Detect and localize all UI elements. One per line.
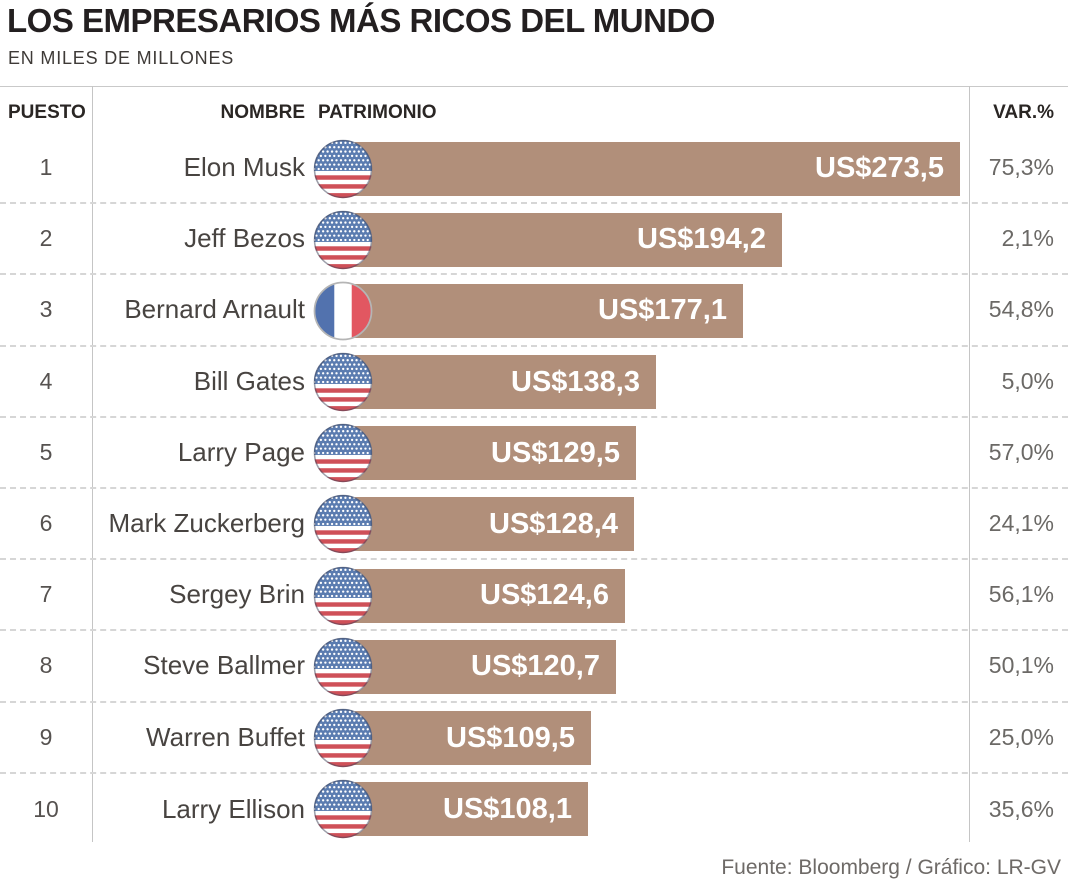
- name-cell: Elon Musk: [183, 152, 305, 183]
- patrimony-cell: US$108,1: [312, 774, 972, 845]
- patrimony-bar: US$129,5: [345, 426, 636, 481]
- rank-cell: 9: [39, 723, 53, 750]
- table-row: 2 Jeff Bezos US$194,2 2,1%: [0, 204, 1068, 276]
- patrimony-value-label: US$128,4: [489, 507, 618, 540]
- name-cell: Larry Ellison: [161, 793, 305, 824]
- france-flag-icon: [312, 280, 374, 342]
- patrimony-bar: US$124,6: [345, 568, 625, 623]
- patrimony-bar: US$177,1: [345, 283, 743, 338]
- variation-cell: 54,8%: [988, 296, 1054, 323]
- usa-flag-icon: [312, 138, 374, 200]
- variation-cell: 35,6%: [988, 795, 1054, 822]
- variation-cell: 24,1%: [988, 510, 1054, 537]
- patrimony-bar: US$120,7: [345, 639, 616, 694]
- patrimony-bar: US$109,5: [345, 711, 591, 765]
- page-subtitle: EN MILES DE MILLONES: [8, 48, 235, 68]
- name-cell: Larry Page: [177, 436, 305, 467]
- variation-cell: 56,1%: [988, 581, 1054, 608]
- rank-cell: 6: [39, 510, 53, 537]
- ranking-table: 1 Elon Musk US$273,5 75,3% 2 Jeff Bezos …: [0, 133, 1068, 845]
- name-cell: Bill Gates: [193, 365, 305, 396]
- column-header-patrimony: PATRIMONIO: [318, 102, 437, 123]
- var-column-divider: [969, 86, 970, 842]
- rank-cell: 10: [33, 795, 59, 822]
- table-row: 7 Sergey Brin US$124,6 56,1%: [0, 560, 1068, 632]
- patrimony-cell: US$128,4: [312, 489, 972, 558]
- table-row: 10 Larry Ellison US$108,1 35,6%: [0, 774, 1068, 845]
- usa-flag-icon: [312, 778, 374, 840]
- patrimony-bar: US$128,4: [345, 497, 634, 552]
- table-row: 9 Warren Buffet US$109,5 25,0%: [0, 703, 1068, 774]
- patrimony-cell: US$177,1: [312, 275, 972, 344]
- table-row: 6 Mark Zuckerberg US$128,4 24,1%: [0, 489, 1068, 561]
- patrimony-value-label: US$108,1: [443, 792, 572, 825]
- name-cell: Warren Buffet: [146, 721, 305, 752]
- rank-cell: 4: [39, 367, 53, 394]
- variation-cell: 75,3%: [988, 154, 1054, 181]
- variation-cell: 50,1%: [988, 652, 1054, 679]
- source-credit: Fuente: Bloomberg / Gráfico: LR-GV: [721, 856, 1061, 879]
- patrimony-value-label: US$177,1: [598, 294, 727, 327]
- column-header-rank: PUESTO: [8, 102, 86, 123]
- patrimony-value-label: US$109,5: [446, 721, 575, 754]
- name-cell: Mark Zuckerberg: [108, 508, 306, 539]
- patrimony-cell: US$120,7: [312, 631, 972, 700]
- page-title: LOS EMPRESARIOS MÁS RICOS DEL MUNDO: [7, 2, 715, 39]
- name-cell: Steve Ballmer: [143, 650, 305, 681]
- name-cell: Sergey Brin: [169, 579, 305, 610]
- variation-cell: 25,0%: [988, 723, 1054, 750]
- table-row: 4 Bill Gates US$138,3 5,0%: [0, 347, 1068, 418]
- header-top-rule: [0, 86, 1068, 87]
- variation-cell: 2,1%: [1001, 225, 1054, 252]
- table-row: 5 Larry Page US$129,5 57,0%: [0, 418, 1068, 489]
- usa-flag-icon: [312, 565, 374, 627]
- variation-cell: 57,0%: [988, 438, 1054, 465]
- patrimony-value-label: US$129,5: [491, 436, 620, 469]
- rank-cell: 2: [39, 225, 53, 252]
- table-row: 8 Steve Ballmer US$120,7 50,1%: [0, 631, 1068, 703]
- usa-flag-icon: [312, 209, 374, 271]
- patrimony-cell: US$273,5: [312, 133, 972, 202]
- patrimony-cell: US$109,5: [312, 703, 972, 772]
- patrimony-value-label: US$138,3: [511, 365, 640, 398]
- patrimony-bar: US$138,3: [345, 355, 656, 410]
- table-row: 1 Elon Musk US$273,5 75,3%: [0, 133, 1068, 205]
- patrimony-cell: US$138,3: [312, 347, 972, 416]
- column-header-name: NOMBRE: [220, 102, 305, 123]
- patrimony-bar: US$108,1: [345, 782, 588, 837]
- patrimony-value-label: US$120,7: [471, 650, 600, 683]
- usa-flag-icon: [312, 493, 374, 555]
- rank-cell: 8: [39, 652, 53, 679]
- rank-cell: 7: [39, 581, 53, 608]
- patrimony-value-label: US$194,2: [637, 223, 766, 256]
- usa-flag-icon: [312, 707, 374, 769]
- name-cell: Jeff Bezos: [184, 223, 305, 254]
- usa-flag-icon: [312, 351, 374, 413]
- name-cell: Bernard Arnault: [124, 294, 305, 325]
- rank-cell: 3: [39, 296, 53, 323]
- rank-cell: 1: [39, 154, 53, 181]
- usa-flag-icon: [312, 636, 374, 698]
- column-header-variation: VAR.%: [993, 102, 1054, 123]
- patrimony-bar: US$273,5: [345, 141, 960, 196]
- table-row: 3 Bernard Arnault US$177,1 54,8%: [0, 275, 1068, 347]
- patrimony-cell: US$124,6: [312, 560, 972, 629]
- variation-cell: 5,0%: [1001, 367, 1054, 394]
- patrimony-bar: US$194,2: [345, 212, 782, 267]
- patrimony-cell: US$194,2: [312, 204, 972, 273]
- patrimony-cell: US$129,5: [312, 418, 972, 487]
- rank-column-divider: [92, 86, 93, 842]
- rank-cell: 5: [39, 438, 53, 465]
- patrimony-value-label: US$124,6: [480, 579, 609, 612]
- usa-flag-icon: [312, 422, 374, 484]
- patrimony-value-label: US$273,5: [815, 152, 944, 184]
